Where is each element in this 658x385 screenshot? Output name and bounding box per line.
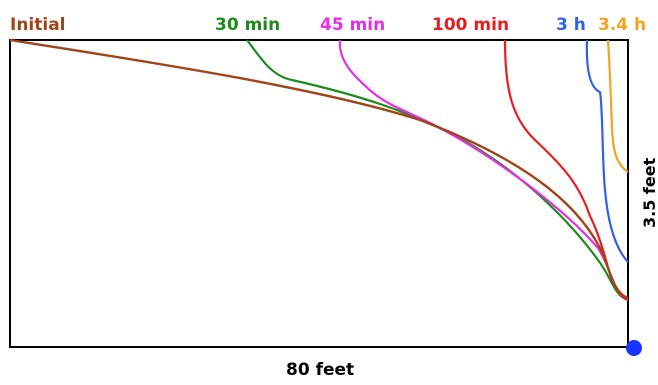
label-3-h: 3 h	[556, 15, 586, 35]
width-label: 80 feet	[286, 360, 354, 380]
label-100-min: 100 min	[432, 15, 509, 35]
label-initial: Initial	[10, 15, 66, 35]
label-30-min: 30 min	[215, 15, 280, 35]
curve-initial	[9, 38, 629, 300]
curve-45-min	[338, 39, 629, 302]
tank-frame	[9, 39, 629, 348]
label-3-4-h: 3.4 h	[598, 15, 646, 35]
outlet-dot	[626, 340, 642, 356]
curve-3-4-h	[606, 39, 629, 173]
label-45-min: 45 min	[320, 15, 385, 35]
curve-30-min	[246, 39, 629, 302]
curve-3-h	[585, 39, 629, 263]
height-label: 3.5 feet	[640, 157, 658, 228]
